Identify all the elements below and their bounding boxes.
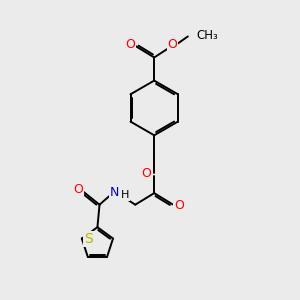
Text: O: O <box>168 38 177 51</box>
Text: N: N <box>110 186 120 199</box>
Text: S: S <box>84 232 93 246</box>
Text: O: O <box>174 199 184 212</box>
Text: O: O <box>73 184 83 196</box>
Text: O: O <box>141 167 151 180</box>
Text: O: O <box>125 38 135 51</box>
Text: CH₃: CH₃ <box>197 29 218 42</box>
Text: H: H <box>121 190 129 200</box>
